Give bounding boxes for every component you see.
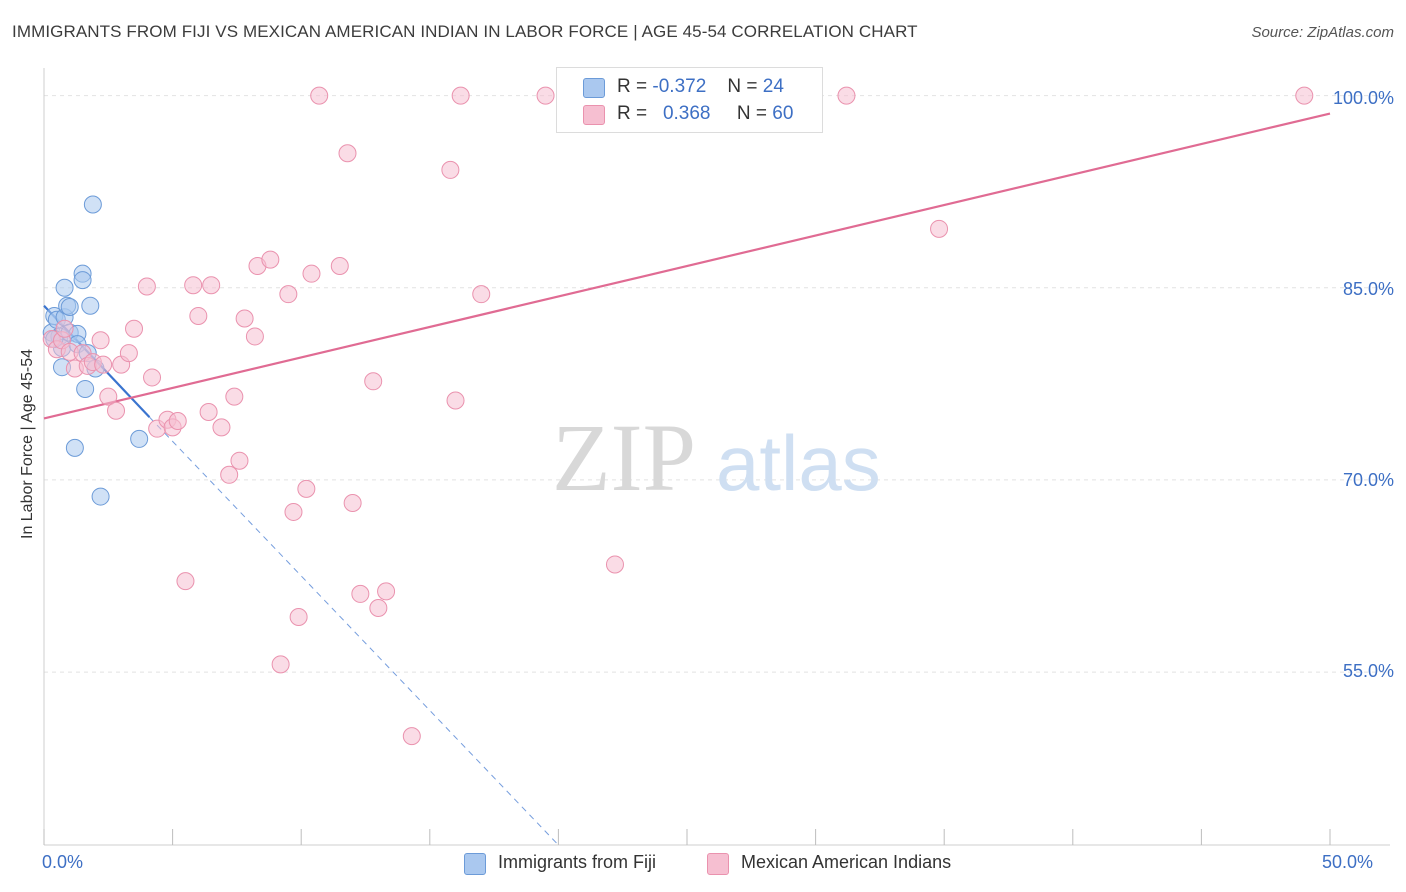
legend-text-mex: R = 0.368 N = 60	[617, 103, 793, 125]
data-point-mex	[143, 368, 162, 387]
data-point-mex	[55, 319, 74, 338]
data-point-mex	[202, 276, 221, 295]
data-point-mex	[289, 607, 308, 626]
data-point-mex	[261, 250, 280, 269]
legend-n-label: N =	[727, 76, 758, 97]
data-point-mex	[402, 727, 421, 746]
data-point-mex	[338, 144, 357, 163]
data-point-mex	[220, 465, 239, 484]
data-point-mex	[310, 86, 329, 105]
data-point-mex	[271, 655, 290, 674]
data-point-mex	[472, 285, 491, 304]
data-point-mex	[369, 599, 388, 618]
data-point-fiji	[81, 296, 100, 315]
data-point-mex	[199, 403, 218, 422]
legend-r-value: -0.372	[652, 76, 707, 97]
data-point-mex	[125, 319, 144, 338]
data-point-mex	[91, 331, 110, 350]
data-point-mex	[119, 344, 138, 363]
y-tick-label-55: 55.0%	[1342, 661, 1394, 681]
legend-swatch-mex	[583, 105, 605, 125]
data-point-mex	[297, 479, 316, 498]
correlation-legend: R = -0.372 N = 24 R = 0.368 N = 60	[556, 67, 823, 133]
data-point-mex	[351, 584, 370, 603]
data-point-fiji	[65, 438, 84, 457]
data-point-fiji	[91, 487, 110, 506]
grid-layer	[44, 95, 1390, 673]
legend-r-value: 0.368	[662, 103, 711, 124]
y-axis-label: In Labor Force | Age 45-54	[19, 348, 36, 539]
data-point-mex	[137, 277, 156, 296]
data-point-mex	[189, 306, 208, 325]
axis-layer	[43, 68, 1390, 846]
data-point-mex	[343, 493, 362, 512]
data-point-fiji	[55, 278, 74, 297]
legend-text-fiji: R = -0.372 N = 24	[617, 76, 784, 98]
source-label: Source: ZipAtlas.com	[1251, 24, 1394, 41]
data-point-fiji	[76, 379, 95, 398]
data-point-mex	[284, 502, 303, 521]
y-tick-label-70: 70.0%	[1342, 470, 1394, 490]
legend-n-value: 60	[772, 103, 794, 124]
legend-n-label: N =	[736, 103, 768, 124]
data-point-fiji	[83, 195, 102, 214]
data-point-mex	[364, 372, 383, 391]
bottom-legend-swatch-mex	[707, 853, 729, 875]
data-point-mex	[168, 411, 187, 430]
data-point-mex	[230, 451, 249, 470]
legend-swatch-fiji	[583, 78, 605, 98]
data-point-mex	[94, 355, 113, 374]
data-point-mex	[235, 309, 254, 328]
data-point-mex	[930, 219, 949, 238]
data-point-fiji	[73, 271, 92, 290]
watermark-zip: ZIP	[552, 404, 696, 511]
points-layer	[42, 86, 1314, 746]
data-point-mex	[212, 418, 231, 437]
data-point-mex	[107, 401, 126, 420]
bottom-legend-label-mex: Mexican American Indians	[741, 852, 952, 872]
data-point-mex	[446, 391, 465, 410]
data-point-mex	[279, 285, 298, 304]
data-point-mex	[605, 555, 624, 574]
x-tick-label-0: 0.0%	[42, 852, 84, 872]
data-point-mex	[225, 387, 244, 406]
data-point-mex	[176, 572, 195, 591]
data-point-mex	[330, 256, 349, 275]
data-point-mex	[1295, 86, 1314, 105]
trend-line-mex	[43, 112, 1331, 420]
trend-extension-fiji	[149, 416, 559, 846]
watermark: ZIP atlas	[552, 404, 881, 511]
bottom-legend-swatch-fiji	[464, 853, 486, 875]
x-tick-label-50: 50.0%	[1322, 852, 1374, 872]
watermark-atlas: atlas	[716, 419, 881, 507]
data-point-mex	[184, 276, 203, 295]
data-point-mex	[441, 160, 460, 179]
data-point-mex	[377, 582, 396, 601]
chart-title: IMMIGRANTS FROM FIJI VS MEXICAN AMERICAN…	[12, 22, 918, 41]
data-point-mex	[536, 86, 555, 105]
data-point-mex	[245, 327, 264, 346]
y-tick-label-85: 85.0%	[1342, 279, 1394, 299]
data-point-fiji	[60, 297, 79, 316]
data-point-mex	[451, 86, 470, 105]
legend-r-label: R =	[617, 103, 648, 124]
data-point-fiji	[130, 429, 149, 448]
legend-n-value: 24	[762, 76, 784, 97]
data-point-mex	[99, 387, 118, 406]
data-point-mex	[302, 264, 321, 283]
legend-r-label: R =	[617, 76, 648, 97]
data-point-mex	[837, 86, 856, 105]
bottom-legend-label-fiji: Immigrants from Fiji	[498, 852, 657, 872]
y-tick-label-100: 100.0%	[1332, 88, 1394, 108]
